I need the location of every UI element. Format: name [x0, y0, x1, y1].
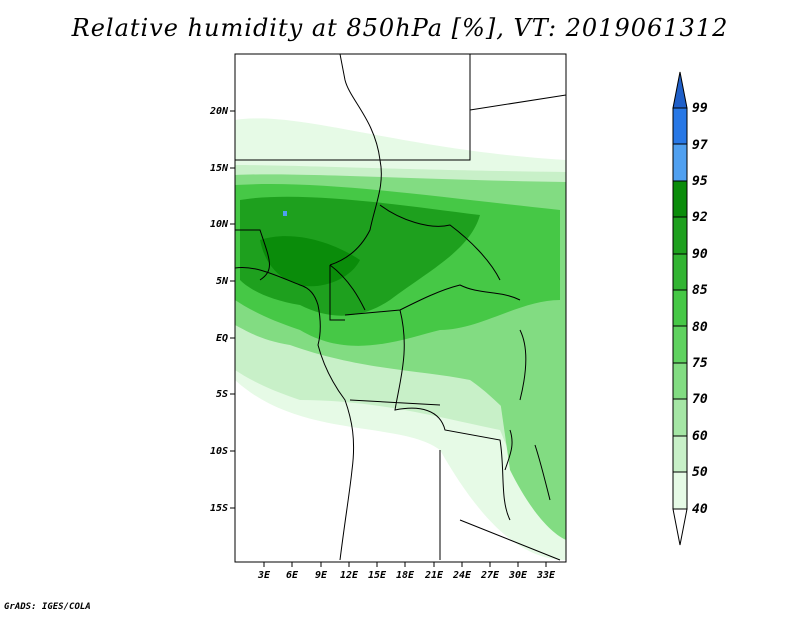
rh-band-90	[240, 196, 480, 316]
colorbar-seg	[672, 253, 688, 291]
colorbar-label: 60	[692, 429, 708, 444]
colorbar-seg	[672, 362, 688, 400]
lat-label: 20N	[209, 106, 229, 117]
colorbar-label: 85	[692, 283, 708, 298]
lat-label: 5S	[216, 389, 228, 400]
lat-label: 5N	[216, 276, 229, 287]
rh-band-92	[260, 236, 360, 287]
lat-label: 15S	[210, 503, 228, 514]
lon-label: 21E	[424, 570, 444, 581]
colorbar-seg	[672, 398, 688, 437]
colorbar-seg	[672, 289, 688, 327]
colorbar: 99 97 95 92 90 85 80 75 70 60 50 40	[672, 71, 708, 546]
lat-label: EQ	[216, 333, 228, 344]
colorbar-seg	[672, 325, 688, 364]
lon-label: 9E	[315, 570, 328, 581]
lon-label: 12E	[340, 570, 359, 581]
border-lines	[235, 54, 566, 561]
lake-lines	[504, 329, 551, 501]
colorbar-seg	[672, 180, 688, 218]
lat-axis: 20N 15N 10N 5N EQ 5S 10S 15S	[209, 106, 235, 514]
colorbar-label: 97	[692, 138, 708, 153]
lon-label: 3E	[257, 570, 271, 581]
chart-title: Relative humidity at 850hPa [%], VT: 201…	[71, 14, 729, 42]
colorbar-seg	[672, 435, 688, 473]
lon-label: 33E	[536, 570, 556, 581]
map-frame	[234, 53, 567, 563]
lon-label: 27E	[480, 570, 500, 581]
lon-label: 30E	[508, 570, 528, 581]
rh-band-southeast	[500, 400, 566, 540]
credit-label: GrADS: IGES/COLA	[4, 602, 91, 612]
lat-label: 10N	[210, 219, 229, 230]
colorbar-label: 40	[692, 502, 708, 517]
colorbar-seg	[672, 143, 688, 182]
colorbar-label: 92	[692, 210, 708, 225]
lon-label: 24E	[452, 570, 472, 581]
colorbar-top-arrow	[672, 71, 688, 109]
colorbar-seg	[672, 216, 688, 255]
coastline	[235, 266, 355, 561]
colorbar-label: 75	[692, 356, 708, 371]
humidity-field	[235, 118, 566, 560]
lat-label: 10S	[210, 446, 228, 457]
colorbar-label: 70	[692, 392, 708, 407]
colorbar-label: 50	[692, 465, 708, 480]
colorbar-label: 80	[692, 320, 708, 335]
lon-label: 15E	[368, 570, 387, 581]
rh-spot-95	[283, 211, 287, 216]
map-outlines	[235, 54, 566, 561]
colorbar-label: 99	[692, 101, 708, 116]
colorbar-label: 90	[692, 247, 708, 262]
lon-label: 18E	[396, 570, 415, 581]
colorbar-seg	[672, 471, 688, 510]
colorbar-label: 95	[692, 174, 708, 189]
lon-axis: 3E 6E 9E 12E 15E 18E 21E 24E 27E 30E 33E	[257, 562, 556, 581]
colorbar-bottom-arrow	[672, 508, 688, 546]
lon-label: 6E	[286, 570, 299, 581]
lat-label: 15N	[210, 163, 229, 174]
colorbar-seg	[672, 107, 688, 145]
